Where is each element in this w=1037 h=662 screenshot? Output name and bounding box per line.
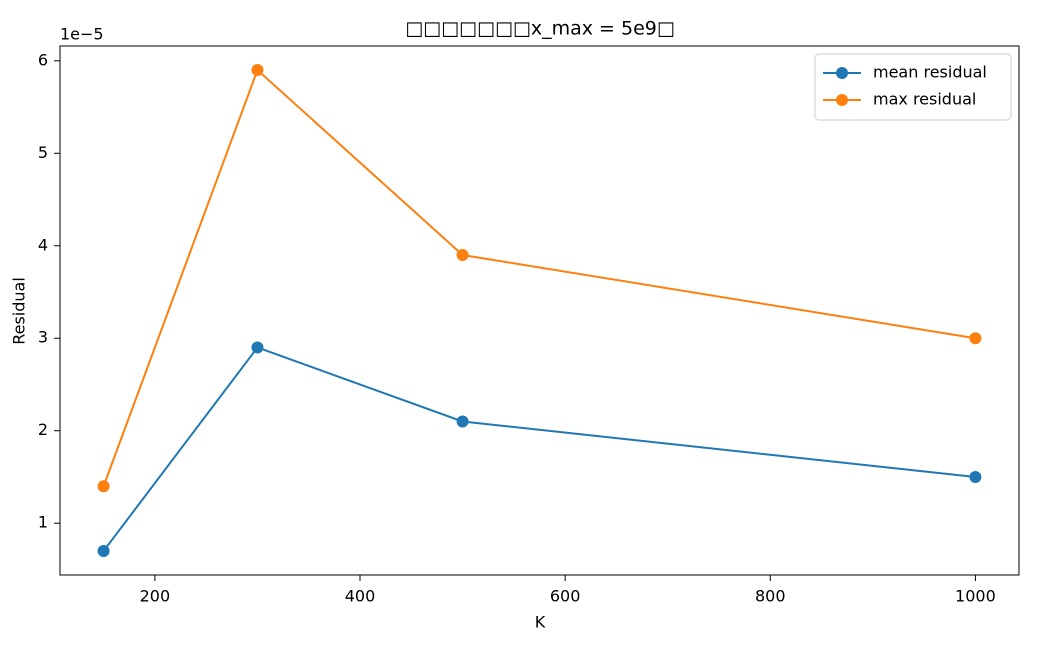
legend-marker bbox=[836, 94, 848, 106]
legend-label: max residual bbox=[873, 90, 976, 109]
x-tick-label: 600 bbox=[550, 587, 581, 606]
y-tick-label: 6 bbox=[38, 50, 48, 69]
data-point bbox=[251, 341, 264, 354]
data-point bbox=[456, 249, 469, 262]
y-tick-label: 3 bbox=[38, 328, 48, 347]
series-line bbox=[102, 346, 976, 552]
data-point bbox=[97, 480, 110, 493]
data-point bbox=[456, 415, 469, 428]
data-point bbox=[969, 470, 982, 483]
series-line bbox=[102, 68, 976, 487]
x-tick-label: 800 bbox=[755, 587, 786, 606]
data-point bbox=[251, 64, 264, 77]
y-tick-label: 1 bbox=[38, 513, 48, 532]
legend-box bbox=[814, 53, 1012, 121]
legend-label: mean residual bbox=[873, 63, 987, 82]
y-tick-label: 5 bbox=[38, 143, 48, 162]
y-offset-label: 1e−5 bbox=[60, 25, 104, 44]
x-tick-label: 1000 bbox=[955, 587, 996, 606]
data-point bbox=[969, 332, 982, 345]
plot-frame bbox=[59, 45, 1020, 576]
legend-marker bbox=[836, 67, 848, 79]
data-point bbox=[97, 544, 110, 557]
x-axis-label: K bbox=[535, 613, 546, 632]
x-tick-label: 400 bbox=[345, 587, 376, 606]
chart-title: □□□□□□□x_max = 5e9□ bbox=[405, 18, 675, 40]
x-tick-label: 200 bbox=[140, 587, 171, 606]
y-tick-label: 2 bbox=[38, 420, 48, 439]
y-tick-label: 4 bbox=[38, 235, 48, 254]
y-axis-label: Residual bbox=[10, 277, 29, 345]
